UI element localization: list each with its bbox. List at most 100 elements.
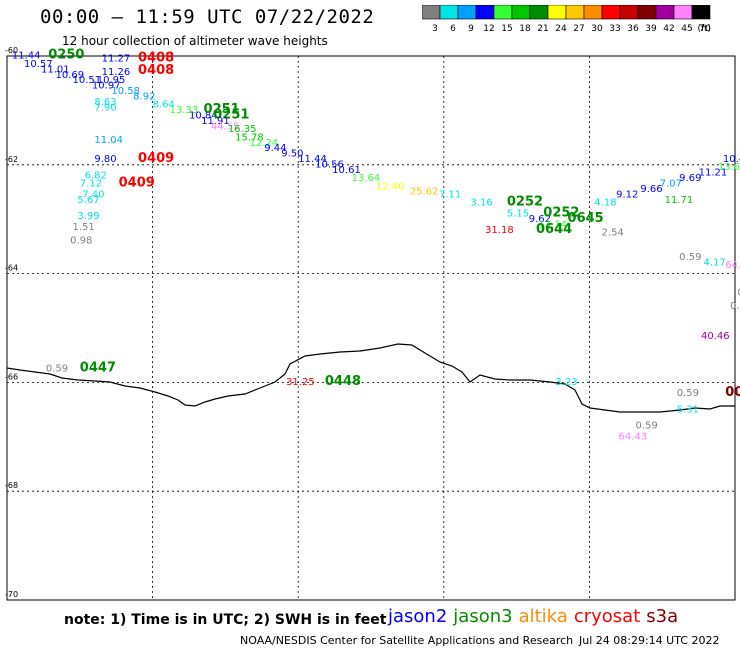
pass-time-label: 0408 xyxy=(138,50,174,65)
wave-height-label: 10.57 xyxy=(24,59,53,70)
wave-height-label: 5.67 xyxy=(77,195,99,206)
wave-height-label: 3.99 xyxy=(77,211,99,222)
wave-height-label: 0.59 xyxy=(679,252,701,263)
wave-height-label: 0.98 xyxy=(70,236,92,247)
lat-tick-label: -68 xyxy=(5,481,18,490)
wave-height-label: 6.82 xyxy=(85,170,107,181)
wave-height-label: 9.66 xyxy=(640,184,662,195)
wave-height-label: 7.40 xyxy=(82,189,104,200)
wave-height-label: 9.62 xyxy=(529,214,551,225)
pass-time-label: 0448 xyxy=(325,374,361,389)
wave-height-label: 13.14 xyxy=(538,219,567,230)
wave-height-label: 7.12 xyxy=(80,179,102,190)
page-title: 00:00 – 11:59 UTC 07/22/2022 xyxy=(40,6,375,28)
wave-height-label: 11.01 xyxy=(41,64,70,75)
wave-height-label: 9.50 xyxy=(281,149,303,160)
wave-height-label: 8.63 xyxy=(94,97,116,108)
color-bin-label: 6 xyxy=(450,24,456,34)
color-bin-70 xyxy=(691,5,711,20)
lat-tick-label: -62 xyxy=(5,155,18,164)
credit-footer: NOAA/NESDIS Center for Satellite Applica… xyxy=(240,634,574,647)
pass-time-label: 0644 xyxy=(536,222,572,237)
pass-time-label: 0409 xyxy=(138,151,174,166)
pass-time-label: 0645 xyxy=(568,211,604,226)
wave-height-label: 7.11 xyxy=(439,189,461,200)
wave-height-label: 13.33 xyxy=(170,105,199,116)
wave-height-label: 10.51 xyxy=(73,75,102,86)
lat-tick-label: -64 xyxy=(5,264,18,273)
wave-height-label: 9.44 xyxy=(264,143,286,154)
legend-cryosat: cryosat xyxy=(573,606,641,627)
pass-time-label: 0447 xyxy=(80,361,116,376)
wave-height-label: 11.44 xyxy=(12,51,41,62)
wave-height-label: 64.43 xyxy=(619,432,648,443)
wave-height-label: 0.59 xyxy=(636,421,658,432)
wave-height-label: 11.26 xyxy=(102,67,131,78)
wave-height-label: 31.25 xyxy=(286,377,315,388)
generated-timestamp: Jul 24 08:29:14 UTC 2022 xyxy=(579,634,720,647)
wave-height-label: 13.64 xyxy=(352,173,381,184)
wave-height-label: 1.51 xyxy=(73,222,95,233)
wave-height-label: 10.56 xyxy=(315,160,344,171)
color-unit-label: (ft) xyxy=(697,24,711,34)
legend-s3a: s3a xyxy=(646,606,679,627)
wave-height-label: 10.69 xyxy=(56,70,85,81)
color-bin-label: 3 xyxy=(432,24,438,34)
color-scale-bar: 3 6 9 12 15 18 21 24 27 30 33 36 39 42 45 70(ft) xyxy=(422,5,711,34)
color-bin-label: 42 xyxy=(663,24,674,34)
wave-height-label: 7.07 xyxy=(660,179,682,190)
color-bin-label: 12 xyxy=(483,24,494,34)
legend-jason3: jason3 xyxy=(453,606,513,627)
wave-height-label: 10.84 xyxy=(189,111,218,122)
pass-time-label: 0409 xyxy=(119,176,155,191)
wave-height-label: 3.23 xyxy=(555,377,577,388)
pass-time-label: 0408 xyxy=(138,63,174,78)
color-bin-label: 70 xyxy=(699,24,711,34)
pass-time-label: 0252 xyxy=(543,205,579,220)
pass-time-label: 0251 xyxy=(213,108,249,123)
wave-height-label: 0.59 xyxy=(46,364,68,375)
color-bin-label: 30 xyxy=(591,24,603,34)
wave-height-label: 2.54 xyxy=(602,228,624,239)
color-bin-label: 33 xyxy=(609,24,620,34)
wave-height-label: 11.21 xyxy=(699,168,728,179)
lat-tick-label: -60 xyxy=(5,46,18,55)
wave-height-label: 7.90 xyxy=(94,102,116,113)
wave-height-label: 9.80 xyxy=(94,154,116,165)
color-bin-label: 9 xyxy=(468,24,474,34)
wave-height-label: 11.71 xyxy=(665,195,694,206)
wave-height-label: 13.66 xyxy=(718,162,740,173)
color-bin-label: 27 xyxy=(573,24,584,34)
satellite-legend: jason2 jason3 altika cryosat s3a xyxy=(388,606,684,627)
wave-height-label: 10.48 xyxy=(723,154,740,165)
wave-height-label: 4.17 xyxy=(703,257,725,268)
pass-time-label: 0250 xyxy=(48,48,84,63)
wave-height-label: 64.97 xyxy=(725,260,740,271)
lat-tick-label: -66 xyxy=(5,372,18,381)
wave-height-label: 5.15 xyxy=(507,208,529,219)
wave-height-label: 12.24 xyxy=(250,138,279,149)
color-bin-label: 15 xyxy=(501,24,512,34)
wave-height-label: 10.61 xyxy=(332,165,361,176)
altimeter-map: 11.4410.57025011.0110.6910.5111.2711.261… xyxy=(5,46,740,601)
wave-height-label: 8.92 xyxy=(133,92,155,103)
wave-height-label: 15.78 xyxy=(235,132,264,143)
pass-time-label: 0252 xyxy=(507,195,543,210)
wave-height-label: 10.95 xyxy=(97,75,126,86)
wave-height-label: 3.16 xyxy=(470,198,492,209)
axis-labels: -60-62-64-66-68-70105108111114117120 xyxy=(5,46,18,599)
color-bin-label: 36 xyxy=(627,24,639,34)
wave-height-label: 5.31 xyxy=(677,404,699,415)
wave-height-label: 31.18 xyxy=(485,225,514,236)
wave-height-label: 9.12 xyxy=(616,189,638,200)
wave-height-label: 0.5 xyxy=(737,287,740,298)
wave-height-label: 9.69 xyxy=(679,173,701,184)
color-bin-label: 18 xyxy=(519,24,531,34)
wave-height-label: 11.27 xyxy=(102,53,131,64)
color-bin-label: 39 xyxy=(645,24,657,34)
wave-height-label: 40.46 xyxy=(701,331,730,342)
color-bin-label: 21 xyxy=(537,24,548,34)
pass-time-label: 0251 xyxy=(204,102,240,117)
lat-tick-label: -70 xyxy=(5,590,18,599)
wave-height-label: 12.40 xyxy=(376,181,405,192)
